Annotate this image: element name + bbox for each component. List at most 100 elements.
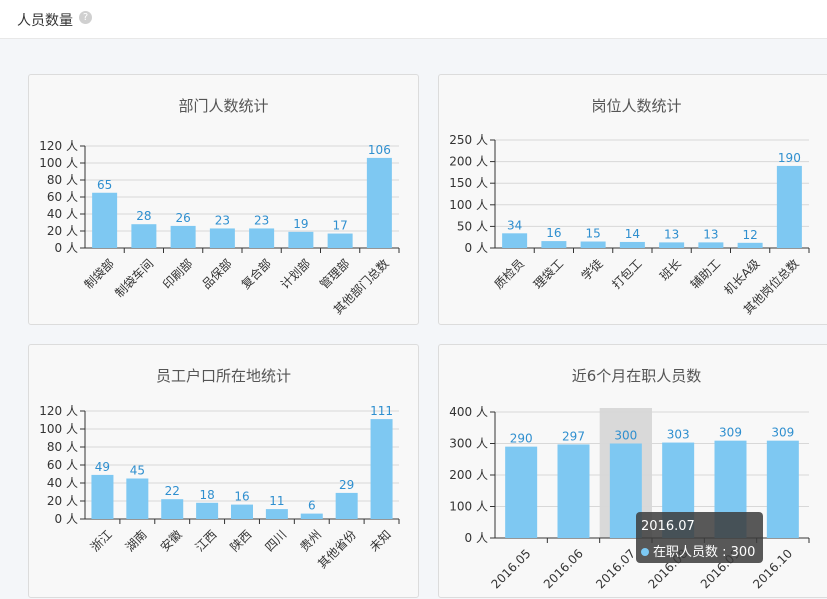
data-label: 19 — [293, 217, 308, 231]
x-tick-label: 2016.07 — [593, 546, 638, 591]
data-label: 18 — [199, 488, 214, 502]
bar — [502, 233, 528, 248]
department-bar-chart: 部门人数统计 0 人 20 人 40 人 60 人 80 人 100 人 120 人 65 制袋部… — [39, 97, 400, 317]
data-label: 16 — [234, 490, 249, 504]
y-tick-label: 100 人 — [39, 156, 78, 170]
data-label: 49 — [95, 460, 110, 474]
data-label: 6 — [308, 499, 316, 513]
bar — [698, 242, 724, 248]
bar — [335, 492, 358, 519]
data-label: 23 — [254, 213, 269, 227]
bar — [265, 509, 288, 519]
x-tick-label: 计划部 — [277, 256, 313, 292]
data-label: 11 — [269, 494, 284, 508]
y-tick-label: 0 人 — [55, 241, 78, 255]
bar — [370, 419, 393, 519]
bar — [300, 513, 323, 519]
data-label: 13 — [664, 227, 679, 241]
y-tick-label: 0 人 — [465, 531, 488, 545]
y-tick-label: 0 人 — [55, 512, 78, 526]
data-label: 26 — [175, 211, 190, 225]
x-tick-label: 制袋部 — [81, 256, 117, 292]
bar — [766, 440, 799, 538]
x-tick-label: 陕西 — [227, 527, 255, 555]
bar — [196, 502, 219, 519]
x-tick-label: 品保部 — [199, 256, 235, 292]
bar — [737, 242, 763, 248]
y-tick-label: 100 人 — [39, 422, 78, 436]
data-label: 34 — [507, 218, 522, 232]
x-tick-label: 江西 — [193, 527, 220, 554]
bar — [541, 241, 567, 248]
data-label: 45 — [130, 464, 145, 478]
x-tick-label: 质检员 — [491, 256, 527, 292]
data-label: 106 — [368, 143, 391, 157]
card-monthly-staff: 近6个月在职人员数 0 人 100 人 200 人 300 人 400 人 290 2016.… — [438, 344, 827, 598]
x-tick-label: 贵州 — [297, 527, 324, 554]
bar — [131, 224, 157, 248]
x-tick-label: 2016.06 — [541, 546, 586, 591]
x-tick-label: 四川 — [262, 527, 289, 554]
bar — [580, 241, 606, 248]
bar — [619, 241, 645, 248]
y-tick-label: 120 人 — [39, 404, 78, 418]
x-tick-label: 打包工 — [609, 256, 644, 291]
card-position-count: 岗位人数统计 0 人 50 人 100 人 150 人 200 人 250 人 34 质检员 16… — [438, 74, 827, 325]
bar — [288, 231, 314, 248]
x-tick-label: 班长 — [657, 256, 684, 283]
y-tick-label: 40 人 — [47, 476, 78, 490]
data-label: 12 — [742, 228, 757, 242]
y-tick-label: 250 人 — [449, 133, 488, 147]
tooltip-text: 在职人员数 : 300 — [653, 545, 756, 560]
x-tick-label: 印刷部 — [159, 256, 195, 292]
bar — [91, 474, 114, 519]
x-tick-label: 2016.05 — [489, 546, 534, 591]
x-tick-label: 辅助工 — [688, 256, 723, 291]
y-tick-label: 300 人 — [449, 437, 488, 451]
page-header: 人员数量 ? — [0, 0, 827, 39]
chart-title: 近6个月在职人员数 — [572, 367, 702, 385]
x-tick-label: 学徒 — [578, 256, 606, 284]
data-label: 13 — [703, 227, 718, 241]
data-label: 65 — [97, 178, 112, 192]
data-label: 111 — [370, 404, 393, 418]
card-hometown-count: 员工户口所在地统计 0 人 20 人 40 人 60 人 80 人 100 人 120 人 49… — [28, 344, 419, 598]
data-label: 28 — [136, 209, 151, 223]
data-label: 15 — [585, 227, 600, 241]
data-label: 17 — [332, 219, 347, 233]
x-tick-label: 安徽 — [157, 527, 185, 555]
page-title: 人员数量 — [17, 13, 73, 29]
y-tick-label: 80 人 — [47, 440, 78, 454]
x-tick-label: 浙江 — [88, 527, 115, 554]
y-tick-label: 150 人 — [449, 176, 488, 190]
bar — [170, 225, 196, 248]
data-label: 309 — [719, 426, 742, 440]
y-tick-label: 0 人 — [465, 241, 488, 255]
data-label: 23 — [215, 213, 230, 227]
bar — [505, 446, 538, 538]
data-label: 303 — [667, 428, 690, 442]
bar — [327, 233, 353, 248]
tooltip-row: 在职人员数 : 300 — [641, 541, 755, 560]
tooltip-title: 2016.07 — [641, 519, 695, 534]
data-label: 290 — [510, 432, 533, 446]
bar — [161, 499, 184, 519]
data-label: 300 — [614, 429, 637, 443]
data-label: 14 — [625, 227, 640, 241]
y-tick-label: 100 人 — [449, 198, 488, 212]
y-tick-label: 80 人 — [47, 173, 78, 187]
y-tick-label: 200 人 — [449, 155, 488, 169]
bar — [249, 228, 275, 248]
bar — [92, 192, 118, 248]
x-tick-label: 制袋车间 — [112, 256, 157, 301]
bar — [659, 242, 685, 248]
chart-title: 部门人数统计 — [178, 97, 268, 115]
y-tick-label: 120 人 — [39, 139, 78, 153]
x-tick-label: 复合部 — [238, 256, 274, 292]
bar — [557, 444, 590, 538]
bar — [366, 157, 392, 248]
help-icon[interactable]: ? — [79, 11, 92, 24]
x-tick-label: 管理部 — [316, 256, 352, 292]
chart-title: 员工户口所在地统计 — [156, 367, 291, 385]
y-tick-label: 400 人 — [449, 405, 488, 419]
